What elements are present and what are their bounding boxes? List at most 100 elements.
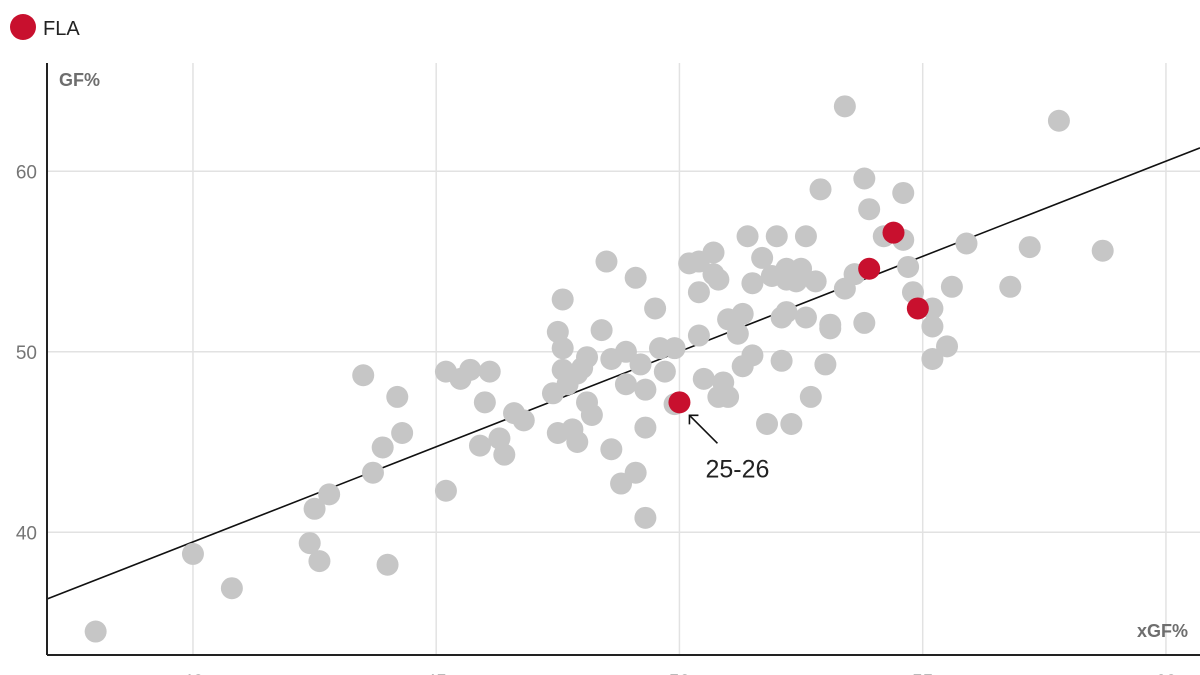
team-season-point bbox=[595, 250, 618, 273]
team-season-point bbox=[371, 436, 394, 459]
team-season-point bbox=[493, 443, 516, 466]
team-season-point bbox=[634, 416, 657, 439]
team-season-point bbox=[303, 497, 326, 520]
team-season-point bbox=[809, 178, 832, 201]
team-season-point bbox=[551, 337, 574, 360]
team-season-point bbox=[624, 461, 647, 484]
team-season-point bbox=[999, 275, 1022, 298]
team-season-point bbox=[687, 281, 710, 304]
team-season-point bbox=[614, 340, 637, 363]
annotation-arrow-shaft bbox=[688, 414, 719, 444]
team-season-point bbox=[707, 268, 730, 291]
team-season-point bbox=[853, 167, 876, 190]
team-season-point bbox=[726, 322, 749, 345]
team-season-point bbox=[775, 268, 798, 291]
team-season-point bbox=[731, 302, 754, 325]
team-season-point bbox=[794, 225, 817, 248]
team-season-point bbox=[936, 335, 959, 358]
team-season-point bbox=[736, 225, 759, 248]
team-season-point bbox=[580, 403, 603, 426]
y-tick-label: 40 bbox=[16, 523, 37, 544]
team-season-point bbox=[614, 373, 637, 396]
legend-label-fla: FLA bbox=[43, 18, 80, 40]
legend: FLA bbox=[10, 14, 80, 40]
team-season-point bbox=[181, 542, 204, 565]
team-season-point bbox=[741, 344, 764, 367]
team-season-point bbox=[780, 412, 803, 435]
fla-season-point bbox=[858, 257, 881, 280]
team-season-point bbox=[692, 367, 715, 390]
team-season-point bbox=[804, 270, 827, 293]
trend-line bbox=[46, 147, 1200, 600]
team-season-point bbox=[473, 391, 496, 414]
team-season-point bbox=[921, 348, 944, 370]
y-tick-label: 60 bbox=[16, 162, 37, 183]
y-axis-title: GF% bbox=[59, 70, 100, 90]
team-season-point bbox=[459, 358, 482, 381]
team-season-point bbox=[853, 311, 876, 334]
x-tick-label: 55 bbox=[912, 672, 933, 675]
fla-season-point bbox=[668, 391, 691, 414]
team-season-point bbox=[663, 337, 686, 360]
team-season-point bbox=[478, 360, 501, 383]
team-season-point bbox=[566, 362, 589, 385]
team-season-point bbox=[376, 553, 399, 576]
team-season-point bbox=[702, 241, 725, 264]
team-season-point bbox=[512, 409, 535, 432]
x-axis-title: xGF% bbox=[1137, 621, 1188, 641]
team-season-point bbox=[468, 434, 491, 457]
team-season-point bbox=[819, 317, 842, 340]
team-season-point bbox=[600, 438, 623, 461]
team-season-point bbox=[833, 95, 856, 118]
team-season-point bbox=[1018, 236, 1041, 259]
team-season-point bbox=[220, 577, 243, 600]
team-season-point bbox=[687, 324, 710, 347]
team-season-point bbox=[634, 506, 657, 529]
team-season-point bbox=[298, 532, 321, 555]
team-season-point bbox=[892, 181, 915, 204]
team-season-point bbox=[391, 422, 414, 444]
team-season-point bbox=[361, 461, 384, 484]
x-tick-label: 50 bbox=[669, 672, 690, 675]
team-season-point bbox=[653, 360, 676, 383]
team-season-point bbox=[799, 385, 822, 408]
team-season-point bbox=[624, 266, 647, 289]
team-season-point bbox=[84, 620, 107, 643]
team-season-point bbox=[955, 232, 978, 255]
team-season-point bbox=[756, 412, 779, 435]
team-season-point bbox=[634, 378, 657, 401]
x-tick-label: 40 bbox=[182, 672, 203, 675]
legend-swatch-fla bbox=[10, 14, 36, 40]
axes: GF% xGF% 40 45 50 55 60 40 50 60 bbox=[16, 63, 1200, 675]
y-tick-label: 50 bbox=[16, 343, 37, 364]
annotations: 25-26 bbox=[688, 414, 769, 483]
team-season-point bbox=[434, 479, 457, 502]
team-season-point bbox=[794, 306, 817, 329]
team-season-point bbox=[551, 288, 574, 311]
team-season-point bbox=[576, 346, 599, 369]
team-season-point bbox=[858, 198, 881, 221]
annotation-label: 25-26 bbox=[705, 455, 769, 483]
team-season-point bbox=[775, 301, 798, 324]
team-season-point bbox=[629, 353, 652, 376]
team-season-point bbox=[940, 275, 963, 298]
team-season-point bbox=[318, 483, 341, 506]
team-season-point bbox=[897, 255, 920, 278]
trend-line-layer bbox=[46, 147, 1200, 600]
team-season-point bbox=[717, 385, 740, 408]
data-points bbox=[84, 95, 1114, 643]
x-tick-label: 60 bbox=[1155, 672, 1176, 675]
team-season-point bbox=[741, 272, 764, 295]
fla-season-point bbox=[882, 221, 905, 244]
team-season-point bbox=[566, 431, 589, 454]
team-season-point bbox=[1091, 239, 1114, 262]
x-tick-label: 45 bbox=[426, 672, 447, 675]
team-season-point bbox=[386, 385, 409, 408]
team-season-point bbox=[751, 246, 774, 269]
team-season-point bbox=[308, 550, 331, 573]
fla-season-point bbox=[906, 297, 929, 320]
team-season-point bbox=[814, 353, 837, 376]
annotation-arrowhead bbox=[688, 414, 699, 425]
team-season-point bbox=[644, 297, 667, 320]
